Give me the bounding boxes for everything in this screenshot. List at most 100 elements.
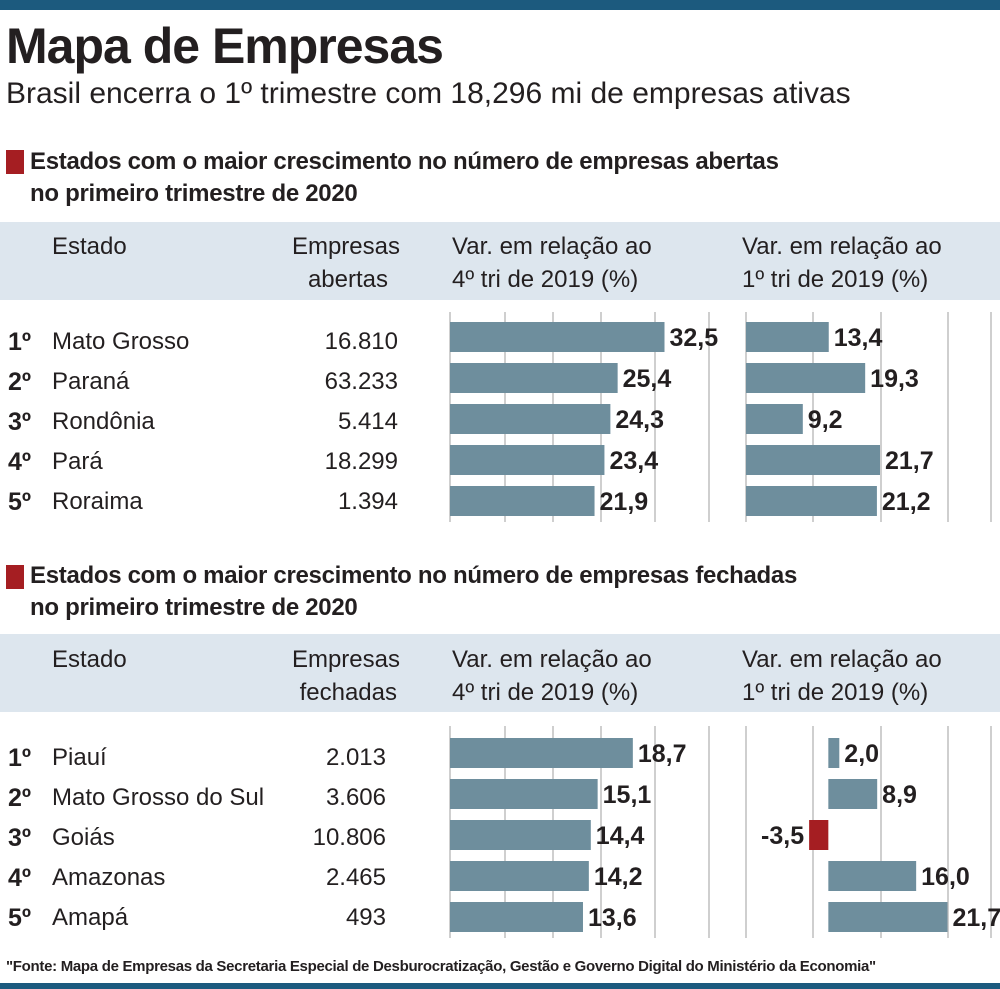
data-label: 15,1: [603, 781, 652, 809]
bar-mato-grosso: [746, 322, 829, 352]
bar-amapá: [450, 902, 583, 932]
col-header-state: Estado: [52, 233, 127, 260]
chart-var-4tri-abertas: 32,5 25,4 24,3 23,4 21,9: [449, 312, 718, 522]
data-label: 21,7: [885, 447, 934, 475]
col-header-var1-line-2: 1º tri de 2019 (%): [742, 679, 929, 706]
col-header-var4-line-2: 4º tri de 2019 (%): [452, 266, 639, 293]
page-title: Mapa de Empresas: [6, 18, 444, 74]
state-name: Amapá: [52, 904, 129, 931]
company-count: 493: [345, 904, 386, 931]
company-count: 18.299: [324, 448, 398, 475]
section-1-header-band: [0, 222, 1000, 302]
state-name: Roraima: [52, 488, 143, 515]
source-footnote: "Fonte: Mapa de Empresas da Secretaria E…: [6, 958, 876, 975]
section-marker: [6, 565, 24, 589]
rank: 1º: [8, 328, 32, 356]
top-accent-bar: [0, 0, 1000, 10]
data-label: 9,2: [808, 406, 843, 434]
rank: 1º: [8, 744, 32, 772]
section-2-header-band: [0, 634, 1000, 714]
data-label: 2,0: [844, 740, 879, 768]
data-label: -3,5: [761, 822, 804, 850]
state-name: Piauí: [52, 744, 107, 771]
col-header-var1-line-1: Var. em relação ao: [742, 233, 942, 260]
chart-var-1tri-abertas: 13,4 19,3 9,2 21,7 21,2: [745, 312, 992, 522]
bar-goiás: [450, 820, 591, 850]
state-name: Pará: [52, 448, 103, 475]
bar-mato-grosso: [450, 322, 665, 352]
data-label: 13,6: [588, 904, 637, 932]
bar-paraná: [746, 363, 866, 393]
state-name: Mato Grosso: [52, 328, 190, 355]
col-header-count-line-1: Empresas: [291, 646, 400, 673]
state-name: Goiás: [52, 824, 115, 851]
col-header-var4-line-1: Var. em relação ao: [452, 233, 652, 260]
col-header-var1-line-1: Var. em relação ao: [742, 646, 942, 673]
company-count: 16.810: [324, 328, 398, 355]
data-label: 23,4: [609, 447, 658, 475]
rank: 3º: [8, 824, 32, 852]
data-label: 14,4: [596, 822, 645, 850]
section-1-title-line-1: Estados com o maior crescimento no númer…: [30, 148, 779, 175]
section-2-title-line-1: Estados com o maior crescimento no númer…: [30, 562, 798, 589]
rank: 4º: [8, 448, 32, 476]
state-name: Rondônia: [52, 408, 155, 435]
bar-piauí: [450, 738, 633, 768]
bar-mato-grosso-do-sul: [450, 779, 598, 809]
bar-goiás: [809, 820, 829, 850]
bottom-accent-bar: [0, 983, 1000, 989]
bar-amazonas: [450, 861, 589, 891]
data-label: 24,3: [615, 406, 664, 434]
col-header-var4-line-2: 4º tri de 2019 (%): [452, 679, 639, 706]
bar-paraná: [450, 363, 618, 393]
company-count: 3.606: [325, 784, 386, 811]
col-header-var4-line-1: Var. em relação ao: [452, 646, 652, 673]
col-header-var1-line-2: 1º tri de 2019 (%): [742, 266, 929, 293]
data-label: 19,3: [870, 365, 919, 393]
company-count: 2.465: [325, 864, 386, 891]
data-label: 14,2: [594, 863, 643, 891]
data-label: 18,7: [638, 740, 687, 768]
data-label: 16,0: [921, 863, 970, 891]
bar-piauí: [828, 738, 840, 768]
data-label: 21,2: [882, 488, 931, 516]
company-count: 5.414: [337, 408, 398, 435]
bar-rondônia: [450, 404, 611, 434]
company-count: 10.806: [312, 824, 386, 851]
company-count: 2.013: [325, 744, 386, 771]
data-label: 8,9: [882, 781, 917, 809]
state-name: Amazonas: [52, 864, 166, 891]
chart-var-1tri-fechadas: 2,08,9 -3,5 16,0 21,7: [745, 726, 1000, 938]
rank: 5º: [8, 488, 32, 516]
rank: 2º: [8, 368, 32, 396]
section-marker: [6, 150, 24, 174]
data-label: 25,4: [623, 365, 672, 393]
col-header-count-line-1: Empresas: [291, 233, 400, 260]
rank: 3º: [8, 408, 32, 436]
data-label: 13,4: [834, 324, 883, 352]
state-name: Mato Grosso do Sul: [52, 784, 265, 811]
data-label: 32,5: [670, 324, 719, 352]
data-label: 21,7: [952, 904, 1000, 932]
rank: 2º: [8, 784, 32, 812]
bar-amapá: [828, 902, 948, 932]
col-header-count-line-2: fechadas: [299, 679, 397, 706]
page-subtitle: Brasil encerra o 1º trimestre com 18,296…: [6, 77, 851, 110]
bar-roraima: [450, 486, 595, 516]
company-count: 1.394: [337, 488, 398, 515]
rank: 5º: [8, 904, 32, 932]
bar-rondônia: [746, 404, 803, 434]
section-2-title-line-2: no primeiro trimestre de 2020: [30, 594, 358, 621]
bar-mato-grosso-do-sul: [828, 779, 878, 809]
company-count: 63.233: [324, 368, 398, 395]
state-name: Paraná: [52, 368, 130, 395]
col-header-count-line-2: abertas: [307, 266, 388, 293]
bar-roraima: [746, 486, 877, 516]
chart-var-4tri-fechadas: 18,7 15,1 14,4 14,2 13,6: [449, 726, 710, 938]
section-1-title-line-2: no primeiro trimestre de 2020: [30, 180, 358, 207]
rank: 4º: [8, 864, 32, 892]
data-label: 21,9: [600, 488, 649, 516]
col-header-state: Estado: [52, 646, 127, 673]
bar-pará: [450, 445, 605, 475]
bar-pará: [746, 445, 880, 475]
